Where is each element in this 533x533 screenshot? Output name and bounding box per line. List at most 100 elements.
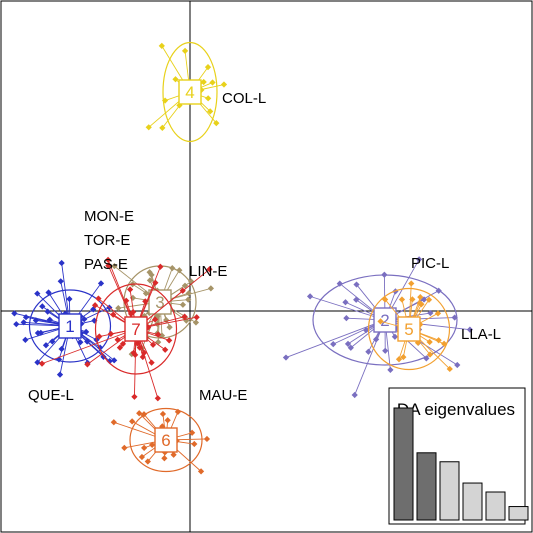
cluster-3-label: 3 xyxy=(155,293,164,312)
cluster-2-point xyxy=(342,299,349,306)
cluster-1-point xyxy=(39,303,46,310)
cluster-2-spoke xyxy=(309,295,386,321)
cluster-6-inertia-ellipse xyxy=(129,407,203,473)
cluster-5-point xyxy=(408,280,415,287)
cluster-2-point xyxy=(344,340,352,347)
cluster-5-point xyxy=(435,337,442,344)
cluster-5: 5 xyxy=(367,280,453,373)
population-labels: COL-L MON-E TOR-E PAS-E LIN-E PIC-L LLA-… xyxy=(28,90,501,404)
cluster-1-point xyxy=(49,338,56,345)
cluster-4-point xyxy=(200,78,207,86)
cluster-2-point xyxy=(454,361,461,369)
cluster-2-point xyxy=(435,287,442,294)
cluster-6-point xyxy=(159,410,167,418)
annotation-mon-e: MON-E xyxy=(84,208,134,225)
cluster-7-label: 7 xyxy=(131,320,140,339)
cluster-2-point xyxy=(423,355,430,362)
cluster-6-point xyxy=(161,455,168,462)
cluster-1-label-box xyxy=(58,313,82,339)
cluster-4-inertia-ellipse xyxy=(162,41,218,143)
annotation-mau-e: MAU-E xyxy=(199,387,247,404)
cluster-7-point xyxy=(181,313,188,320)
cluster-4-point xyxy=(204,64,212,71)
cluster-2-label-box xyxy=(373,307,397,333)
cluster-7: 7 xyxy=(38,256,213,402)
cluster-2-point xyxy=(451,314,458,321)
eigenvalue-bar xyxy=(485,491,506,521)
cluster-7-spoke xyxy=(41,328,137,365)
cluster-4-point xyxy=(181,47,189,54)
cluster-5-point xyxy=(434,310,442,317)
cluster-5-point xyxy=(426,338,433,346)
cluster-1: 1 xyxy=(11,259,118,378)
cluster-5-point xyxy=(382,296,389,303)
cluster-7-inertia-ellipse xyxy=(94,283,178,375)
cluster-4-point xyxy=(207,108,214,115)
cluster-7-label-box xyxy=(124,316,148,342)
eigenvalue-bar xyxy=(416,452,437,521)
cluster-6-label: 6 xyxy=(161,431,170,450)
cluster-2-point xyxy=(306,293,314,300)
annotation-pas-e: PAS-E xyxy=(84,256,128,273)
cluster-1-label: 1 xyxy=(65,317,74,336)
cluster-4-point xyxy=(213,120,220,127)
cluster-5-label: 5 xyxy=(404,320,413,339)
cluster-2-label: 2 xyxy=(380,311,389,330)
cluster-7-point xyxy=(152,279,159,286)
cluster-5-point xyxy=(377,318,384,325)
cluster-5-point xyxy=(446,365,453,373)
annotation-lla-l: LLA-L xyxy=(461,326,501,343)
cluster-3-label-box xyxy=(148,289,172,315)
cluster-5-inertia-ellipse xyxy=(367,287,451,371)
cluster-6-point xyxy=(140,411,148,418)
cluster-7-point xyxy=(130,308,137,316)
cluster-5-point xyxy=(398,296,406,303)
cluster-5-point xyxy=(395,356,403,363)
cluster-4-point xyxy=(162,97,169,104)
cluster-4-point xyxy=(220,81,228,88)
cluster-4-point xyxy=(172,76,179,83)
cluster-2-point xyxy=(365,348,372,355)
cluster-7-point xyxy=(206,266,213,273)
cluster-5-point xyxy=(417,294,424,301)
cluster-6-label-box xyxy=(154,427,178,453)
cluster-2-point xyxy=(381,271,388,278)
cluster-5-point xyxy=(426,351,434,358)
cluster-2-point xyxy=(466,326,474,333)
cluster-2-point xyxy=(343,315,350,322)
cluster-5-label-box xyxy=(397,316,421,342)
cluster-2-point xyxy=(282,354,290,361)
annotation-pic-l: PIC-L xyxy=(411,255,449,272)
eigenvalue-bar xyxy=(462,482,483,521)
cluster-2-point xyxy=(387,366,394,374)
eigenvalue-bar xyxy=(393,407,414,521)
cluster-5-point xyxy=(425,296,433,303)
cluster-2-point xyxy=(351,391,358,399)
cluster-2-point xyxy=(427,309,434,317)
cluster-2-point xyxy=(416,256,423,263)
cluster-4-label-box xyxy=(178,79,202,105)
cluster-6-point xyxy=(149,441,156,448)
cluster-4-point xyxy=(145,124,152,131)
cluster-6: 6 xyxy=(110,407,211,475)
cluster-4-point xyxy=(158,42,165,49)
cluster-2-point xyxy=(382,347,389,354)
inset-bars xyxy=(393,407,529,521)
cluster-2-point xyxy=(353,281,360,288)
cluster-6-point xyxy=(136,410,143,417)
cluster-7-point xyxy=(162,346,169,353)
annotation-lin-e: LIN-E xyxy=(189,263,227,280)
cluster-2-point xyxy=(391,333,399,340)
eigenvalue-bar xyxy=(439,461,460,521)
eigenvalue-bar xyxy=(508,506,529,521)
cluster-7-point xyxy=(148,359,155,366)
cluster-2-point xyxy=(330,340,337,348)
cluster-2-point xyxy=(347,344,354,351)
cluster-5-point xyxy=(440,340,448,347)
cluster-4-point xyxy=(209,79,216,86)
annotation-que-l: QUE-L xyxy=(28,387,74,404)
cluster-5-point xyxy=(418,301,425,308)
inset-title: DA eigenvalues xyxy=(397,400,515,419)
